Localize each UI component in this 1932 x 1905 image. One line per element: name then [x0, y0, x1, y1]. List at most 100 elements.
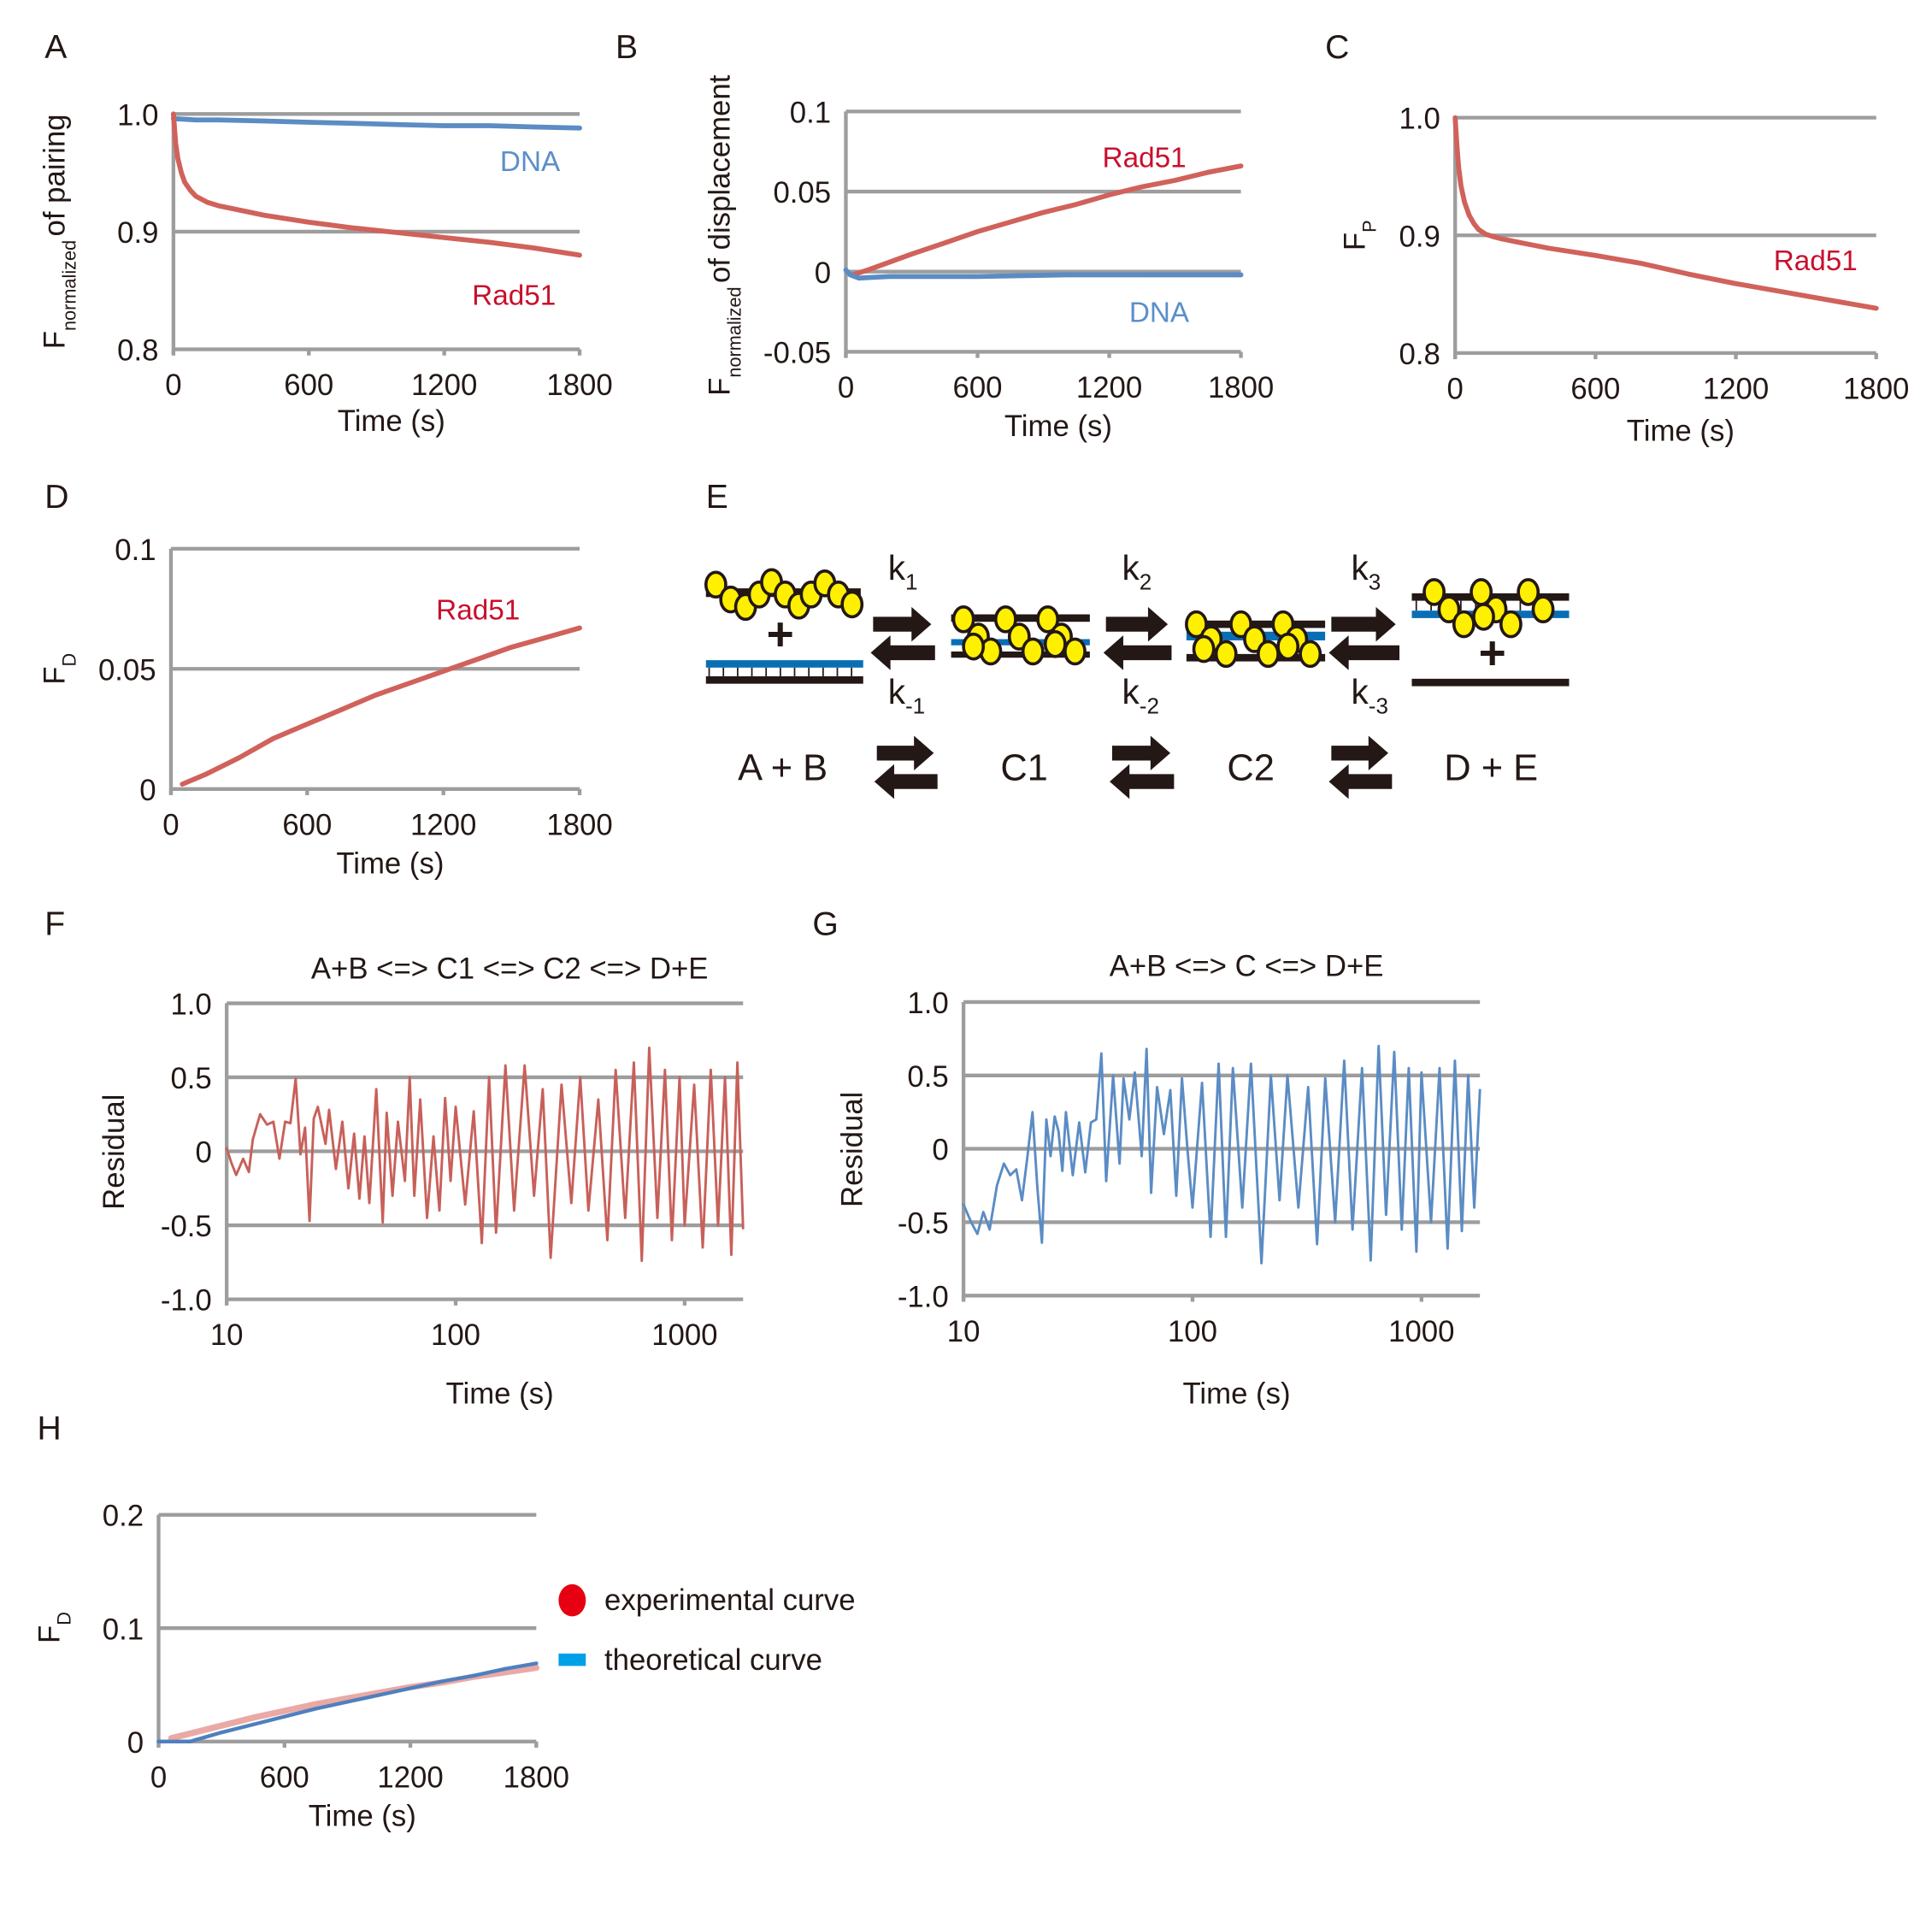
data-point [597, 1098, 600, 1101]
data-point [194, 194, 198, 198]
data-point [1061, 1170, 1063, 1172]
data-point [1095, 1118, 1098, 1121]
y-tick-label: 0.1 [115, 534, 156, 567]
reverse-arrow-icon [1103, 635, 1172, 670]
series-line-residual [225, 1046, 745, 1263]
data-point [1458, 184, 1464, 188]
y-tick-label: 0.9 [117, 217, 158, 250]
rad51-protomer [1192, 634, 1216, 664]
species-e-displaced-strand [1411, 678, 1570, 687]
y-tick-label: 0.1 [790, 97, 831, 129]
species-label: D + E [1444, 748, 1538, 789]
data-point [203, 772, 207, 777]
data-point [239, 208, 244, 213]
data-point [1455, 144, 1459, 150]
data-point [1074, 202, 1079, 207]
y-tick-label: -0.05 [763, 337, 831, 369]
data-point [1415, 1250, 1418, 1253]
data-point [194, 118, 198, 122]
data-point [351, 121, 356, 126]
data-point [533, 125, 537, 129]
data-point [1307, 1086, 1310, 1088]
data-point [1446, 1247, 1449, 1250]
rad51-protomer [1452, 610, 1476, 639]
data-point [736, 1061, 739, 1064]
k-subscript: -3 [1369, 693, 1388, 718]
y-tick-label: -0.5 [161, 1211, 212, 1243]
chart-a-pairing: 0.8 0.9 1.0 0 600 1200 1800 Time (s) Fnormalized… [38, 99, 612, 438]
data-point [353, 1132, 356, 1135]
rad51-protomer [1043, 629, 1067, 658]
data-point [205, 200, 209, 204]
data-point [1217, 1062, 1220, 1065]
data-point [570, 1201, 573, 1205]
species-b-dsdna [705, 660, 863, 684]
data-point [441, 669, 445, 674]
data-point [1175, 1194, 1178, 1197]
data-point [1457, 165, 1461, 169]
reverse-arrow-icon [874, 764, 938, 799]
base-pair-rung [751, 667, 753, 676]
data-point [1334, 1221, 1336, 1224]
x-tick-label: 1200 [410, 809, 476, 841]
data-point [1049, 1154, 1052, 1158]
y-title-rest: of displacement [704, 74, 736, 283]
data-point [179, 170, 184, 175]
data-point [1003, 1162, 1005, 1165]
data-point [1191, 1206, 1194, 1209]
data-point [1064, 1111, 1068, 1113]
data-point [887, 260, 892, 264]
data-point [1040, 1241, 1043, 1244]
species-d-heteroduplex [1411, 578, 1570, 639]
rad51-protomer [1437, 595, 1461, 624]
y-tick-label: 0.05 [773, 177, 831, 209]
data-point [534, 1661, 539, 1666]
data-point [1205, 170, 1210, 174]
data-point [1463, 200, 1467, 204]
y-title-subscript: normalized [723, 286, 745, 377]
reverse-arrow-icon [870, 635, 935, 670]
data-point [442, 123, 446, 128]
data-point [471, 1673, 475, 1678]
rad51-protomer [951, 605, 975, 634]
data-point [844, 268, 848, 272]
data-point [1021, 1199, 1023, 1201]
data-point [683, 1224, 686, 1227]
x-tick-label: 1200 [377, 1761, 443, 1794]
data-point [444, 1097, 446, 1100]
y-tick-label: 1.0 [117, 99, 158, 132]
data-point [962, 1203, 965, 1206]
data-point [1181, 1077, 1183, 1080]
k-symbol: k [1122, 672, 1140, 711]
data-point [624, 1217, 627, 1219]
data-point [299, 1153, 302, 1156]
rate-constant-forward: k2 [1122, 548, 1152, 595]
data-point [363, 1135, 366, 1138]
data-point [1460, 1230, 1464, 1232]
data-point [250, 1722, 256, 1727]
data-point [1118, 1162, 1121, 1165]
series-label-rad51: Rad51 [436, 594, 520, 626]
x-tick-label: 1200 [1703, 373, 1769, 405]
k-subscript: -2 [1140, 693, 1159, 718]
forward-arrow-icon [1105, 606, 1169, 642]
data-point [282, 1714, 286, 1719]
data-point [316, 1106, 319, 1108]
data-point [262, 213, 266, 217]
data-point [1031, 1111, 1034, 1113]
panel-letter-b: B [616, 29, 638, 66]
chart-c-fp: 0.8 0.9 1.0 0 600 1200 1800 Time (s) FP Rad51 [1339, 103, 1909, 448]
data-point [373, 693, 378, 698]
y-tick-label: 0.1 [103, 1613, 144, 1646]
base-pair-rung [808, 667, 810, 676]
data-point [560, 1083, 563, 1086]
strand [1186, 653, 1326, 662]
rad51-protomer [993, 605, 1017, 634]
data-point [533, 1194, 535, 1197]
base-pair-rung [765, 667, 768, 676]
data-point [487, 123, 492, 128]
data-point [1232, 1066, 1234, 1070]
data-point [495, 1231, 498, 1234]
